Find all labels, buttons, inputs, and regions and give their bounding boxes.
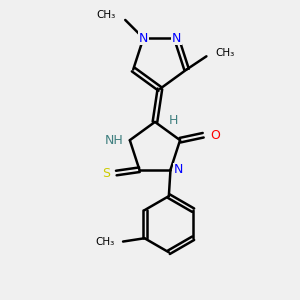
Text: N: N: [172, 32, 181, 45]
Text: N: N: [174, 163, 183, 176]
Text: CH₃: CH₃: [97, 10, 116, 20]
Text: O: O: [210, 129, 220, 142]
Text: S: S: [102, 167, 110, 179]
Text: NH: NH: [105, 134, 124, 147]
Text: CH₃: CH₃: [216, 48, 235, 58]
Text: H: H: [168, 114, 178, 127]
Text: CH₃: CH₃: [95, 237, 115, 247]
Text: N: N: [139, 32, 148, 45]
